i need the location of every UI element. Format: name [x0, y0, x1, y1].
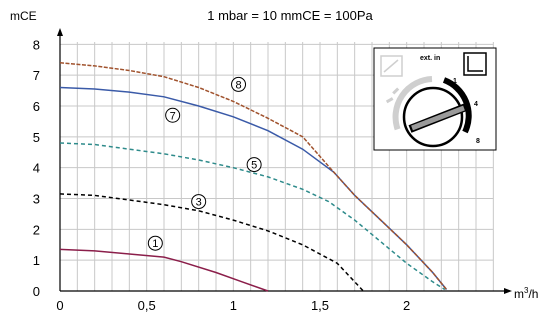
curve-label-7: 7: [170, 110, 176, 122]
curve-labels: 1 3 5 7 8: [148, 77, 261, 250]
speed-dial-inset: ext. in 1 4 8: [374, 48, 496, 150]
x-axis-title: m3/h: [514, 286, 538, 301]
x-tick-label: 1: [230, 298, 237, 313]
x-axis-title-tail: /h: [528, 287, 538, 301]
x-tick-label: 0: [56, 298, 63, 313]
y-axis-arrow: [57, 28, 63, 36]
curve-label-8: 8: [235, 79, 241, 91]
tick-labels: 0 0,5 1 1,5 2 0 1 2 3 4 5 6 7 8: [33, 37, 411, 313]
x-tick-label: 0,5: [138, 298, 156, 313]
y-tick-label: 0: [33, 284, 40, 299]
y-tick-label: 1: [33, 253, 40, 268]
y-tick-label: 4: [33, 161, 40, 176]
y-axis-title: mCE: [10, 9, 37, 23]
curve-label-5: 5: [251, 160, 257, 172]
y-tick-label: 6: [33, 99, 40, 114]
y-tick-label: 8: [33, 37, 40, 52]
y-tick-label: 3: [33, 192, 40, 207]
curve-label-3: 3: [196, 197, 202, 209]
y-tick-label: 2: [33, 222, 40, 237]
y-tick-label: 5: [33, 130, 40, 145]
dial-label-4: 4: [474, 101, 478, 108]
y-tick-label: 7: [33, 68, 40, 83]
dial-label-8: 8: [476, 138, 480, 145]
x-axis-arrow: [504, 288, 512, 294]
curve-label-1: 1: [152, 238, 158, 250]
x-axis-title-base: m: [514, 287, 524, 301]
chart-title: 1 mbar = 10 mmCE = 100Pa: [207, 8, 373, 23]
series-line-3: [60, 194, 363, 291]
x-tick-label: 1,5: [311, 298, 329, 313]
x-tick-label: 2: [403, 298, 410, 313]
inset-label: ext. in: [420, 55, 440, 62]
dial-label-1: 1: [453, 78, 457, 85]
